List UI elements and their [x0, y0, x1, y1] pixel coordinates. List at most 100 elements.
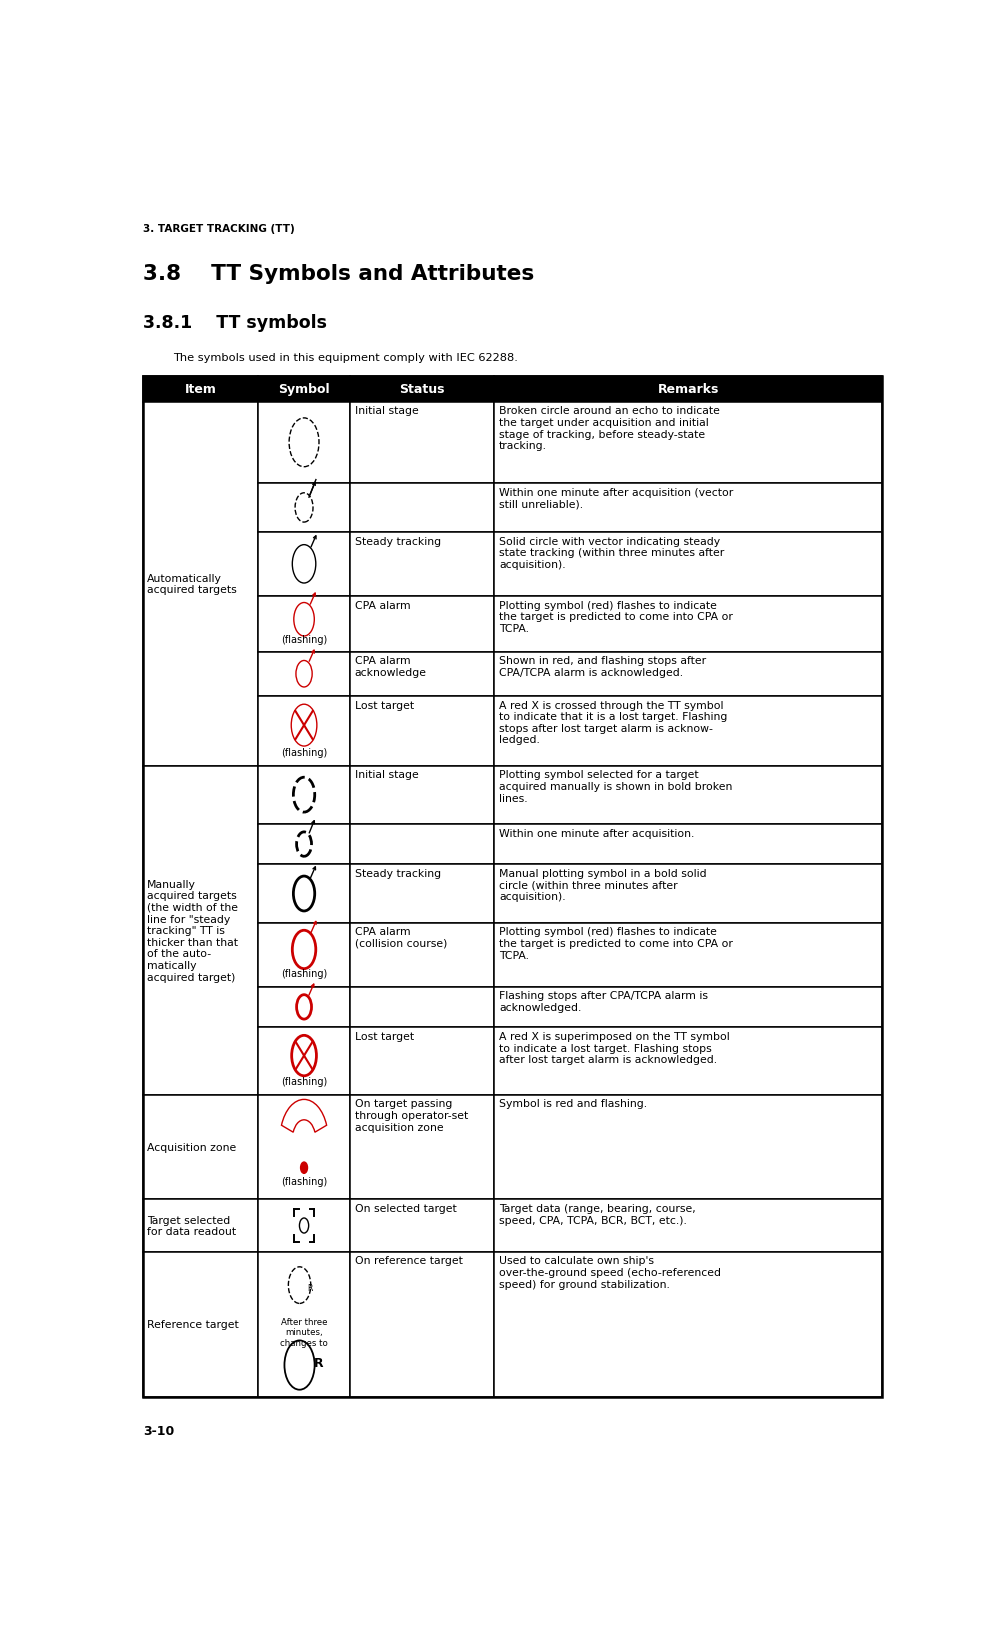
- FancyBboxPatch shape: [143, 377, 258, 403]
- FancyBboxPatch shape: [258, 697, 351, 765]
- FancyBboxPatch shape: [495, 653, 882, 697]
- Text: Remarks: Remarks: [657, 384, 719, 397]
- FancyBboxPatch shape: [495, 1200, 882, 1252]
- FancyBboxPatch shape: [495, 1095, 882, 1200]
- Text: Within one minute after acquisition (vector
still unreliable).: Within one minute after acquisition (vec…: [498, 488, 733, 509]
- FancyBboxPatch shape: [143, 1095, 258, 1200]
- FancyBboxPatch shape: [258, 987, 351, 1028]
- FancyBboxPatch shape: [351, 865, 495, 924]
- Text: (flashing): (flashing): [281, 635, 327, 645]
- Text: Manually
acquired targets
(the width of the
line for "steady
tracking" TT is
thi: Manually acquired targets (the width of …: [147, 880, 238, 982]
- Text: (flashing): (flashing): [281, 969, 327, 979]
- FancyBboxPatch shape: [351, 765, 495, 824]
- Text: 3.8    TT Symbols and Attributes: 3.8 TT Symbols and Attributes: [143, 264, 534, 284]
- Text: Initial stage: Initial stage: [355, 770, 419, 780]
- Text: Lost target: Lost target: [355, 1031, 414, 1041]
- Text: 3. TARGET TRACKING (TT): 3. TARGET TRACKING (TT): [143, 224, 295, 233]
- Text: (flashing): (flashing): [281, 747, 327, 757]
- Text: Automatically
acquired targets: Automatically acquired targets: [147, 573, 237, 596]
- Text: CPA alarm: CPA alarm: [355, 601, 410, 610]
- Text: A red X is crossed through the TT symbol
to indicate that it is a lost target. F: A red X is crossed through the TT symbol…: [498, 700, 727, 744]
- FancyBboxPatch shape: [351, 532, 495, 596]
- Text: Plotting symbol selected for a target
acquired manually is shown in bold broken
: Plotting symbol selected for a target ac…: [498, 770, 732, 803]
- FancyBboxPatch shape: [258, 1028, 351, 1095]
- FancyBboxPatch shape: [495, 1028, 882, 1095]
- Text: (flashing): (flashing): [281, 1177, 327, 1186]
- Text: CPA alarm
acknowledge: CPA alarm acknowledge: [355, 656, 427, 677]
- FancyBboxPatch shape: [495, 532, 882, 596]
- Text: 3-10: 3-10: [143, 1425, 175, 1438]
- Text: Lost target: Lost target: [355, 700, 414, 710]
- FancyBboxPatch shape: [258, 924, 351, 987]
- Text: Within one minute after acquisition.: Within one minute after acquisition.: [498, 827, 694, 837]
- Text: 3.8.1    TT symbols: 3.8.1 TT symbols: [143, 313, 328, 331]
- FancyBboxPatch shape: [495, 697, 882, 765]
- FancyBboxPatch shape: [495, 1252, 882, 1397]
- FancyBboxPatch shape: [258, 765, 351, 824]
- FancyBboxPatch shape: [495, 987, 882, 1028]
- FancyBboxPatch shape: [351, 483, 495, 532]
- FancyBboxPatch shape: [143, 765, 258, 1095]
- Text: Broken circle around an echo to indicate
the target under acquisition and initia: Broken circle around an echo to indicate…: [498, 406, 720, 450]
- FancyBboxPatch shape: [495, 765, 882, 824]
- Text: After three
minutes,
changes to: After three minutes, changes to: [280, 1317, 328, 1346]
- Text: Flashing stops after CPA/TCPA alarm is
acknowledged.: Flashing stops after CPA/TCPA alarm is a…: [498, 991, 708, 1012]
- FancyBboxPatch shape: [258, 1252, 351, 1397]
- Text: Item: Item: [185, 384, 216, 397]
- FancyBboxPatch shape: [495, 483, 882, 532]
- FancyBboxPatch shape: [351, 987, 495, 1028]
- FancyBboxPatch shape: [351, 1252, 495, 1397]
- Text: Reference target: Reference target: [147, 1320, 239, 1330]
- Text: Steady tracking: Steady tracking: [355, 868, 441, 878]
- Text: Target data (range, bearing, course,
speed, CPA, TCPA, BCR, BCT, etc.).: Target data (range, bearing, course, spe…: [498, 1203, 696, 1226]
- Text: Target selected
for data readout: Target selected for data readout: [147, 1214, 236, 1237]
- Text: A red X is superimposed on the TT symbol
to indicate a lost target. Flashing sto: A red X is superimposed on the TT symbol…: [498, 1031, 730, 1064]
- FancyBboxPatch shape: [495, 824, 882, 865]
- FancyBboxPatch shape: [258, 824, 351, 865]
- FancyBboxPatch shape: [351, 924, 495, 987]
- Text: CPA alarm
(collision course): CPA alarm (collision course): [355, 927, 447, 948]
- Text: Plotting symbol (red) flashes to indicate
the target is predicted to come into C: Plotting symbol (red) flashes to indicat…: [498, 601, 733, 633]
- Text: Used to calculate own ship's
over-the-ground speed (echo-referenced
speed) for g: Used to calculate own ship's over-the-gr…: [498, 1255, 721, 1289]
- FancyBboxPatch shape: [258, 483, 351, 532]
- Text: Shown in red, and flashing stops after
CPA/TCPA alarm is acknowledged.: Shown in red, and flashing stops after C…: [498, 656, 706, 677]
- Text: Status: Status: [399, 384, 445, 397]
- FancyBboxPatch shape: [495, 596, 882, 653]
- FancyBboxPatch shape: [351, 1200, 495, 1252]
- FancyBboxPatch shape: [143, 1252, 258, 1397]
- FancyBboxPatch shape: [495, 924, 882, 987]
- Text: Initial stage: Initial stage: [355, 406, 419, 416]
- FancyBboxPatch shape: [351, 596, 495, 653]
- FancyBboxPatch shape: [351, 377, 495, 403]
- Text: Acquisition zone: Acquisition zone: [147, 1142, 236, 1152]
- FancyBboxPatch shape: [351, 1028, 495, 1095]
- FancyBboxPatch shape: [258, 403, 351, 483]
- FancyBboxPatch shape: [351, 824, 495, 865]
- FancyBboxPatch shape: [258, 532, 351, 596]
- FancyBboxPatch shape: [495, 403, 882, 483]
- Circle shape: [301, 1162, 308, 1173]
- FancyBboxPatch shape: [258, 1200, 351, 1252]
- FancyBboxPatch shape: [351, 1095, 495, 1200]
- FancyBboxPatch shape: [258, 865, 351, 924]
- Text: Solid circle with vector indicating steady
state tracking (within three minutes : Solid circle with vector indicating stea…: [498, 537, 724, 570]
- FancyBboxPatch shape: [351, 403, 495, 483]
- Text: On target passing
through operator-set
acquisition zone: On target passing through operator-set a…: [355, 1098, 468, 1133]
- FancyBboxPatch shape: [351, 697, 495, 765]
- Text: Symbol: Symbol: [278, 384, 330, 397]
- Text: The symbols used in this equipment comply with IEC 62288.: The symbols used in this equipment compl…: [173, 353, 517, 362]
- Text: Manual plotting symbol in a bold solid
circle (within three minutes after
acquis: Manual plotting symbol in a bold solid c…: [498, 868, 707, 902]
- FancyBboxPatch shape: [495, 865, 882, 924]
- FancyBboxPatch shape: [258, 1095, 351, 1200]
- Text: R: R: [308, 1284, 313, 1293]
- FancyBboxPatch shape: [143, 1200, 258, 1252]
- FancyBboxPatch shape: [258, 377, 351, 403]
- Text: Steady tracking: Steady tracking: [355, 537, 441, 547]
- Text: R: R: [315, 1356, 324, 1369]
- Text: On reference target: On reference target: [355, 1255, 463, 1266]
- FancyBboxPatch shape: [143, 403, 258, 765]
- Text: On selected target: On selected target: [355, 1203, 457, 1213]
- Text: (flashing): (flashing): [281, 1075, 327, 1087]
- Text: Plotting symbol (red) flashes to indicate
the target is predicted to come into C: Plotting symbol (red) flashes to indicat…: [498, 927, 733, 960]
- FancyBboxPatch shape: [495, 377, 882, 403]
